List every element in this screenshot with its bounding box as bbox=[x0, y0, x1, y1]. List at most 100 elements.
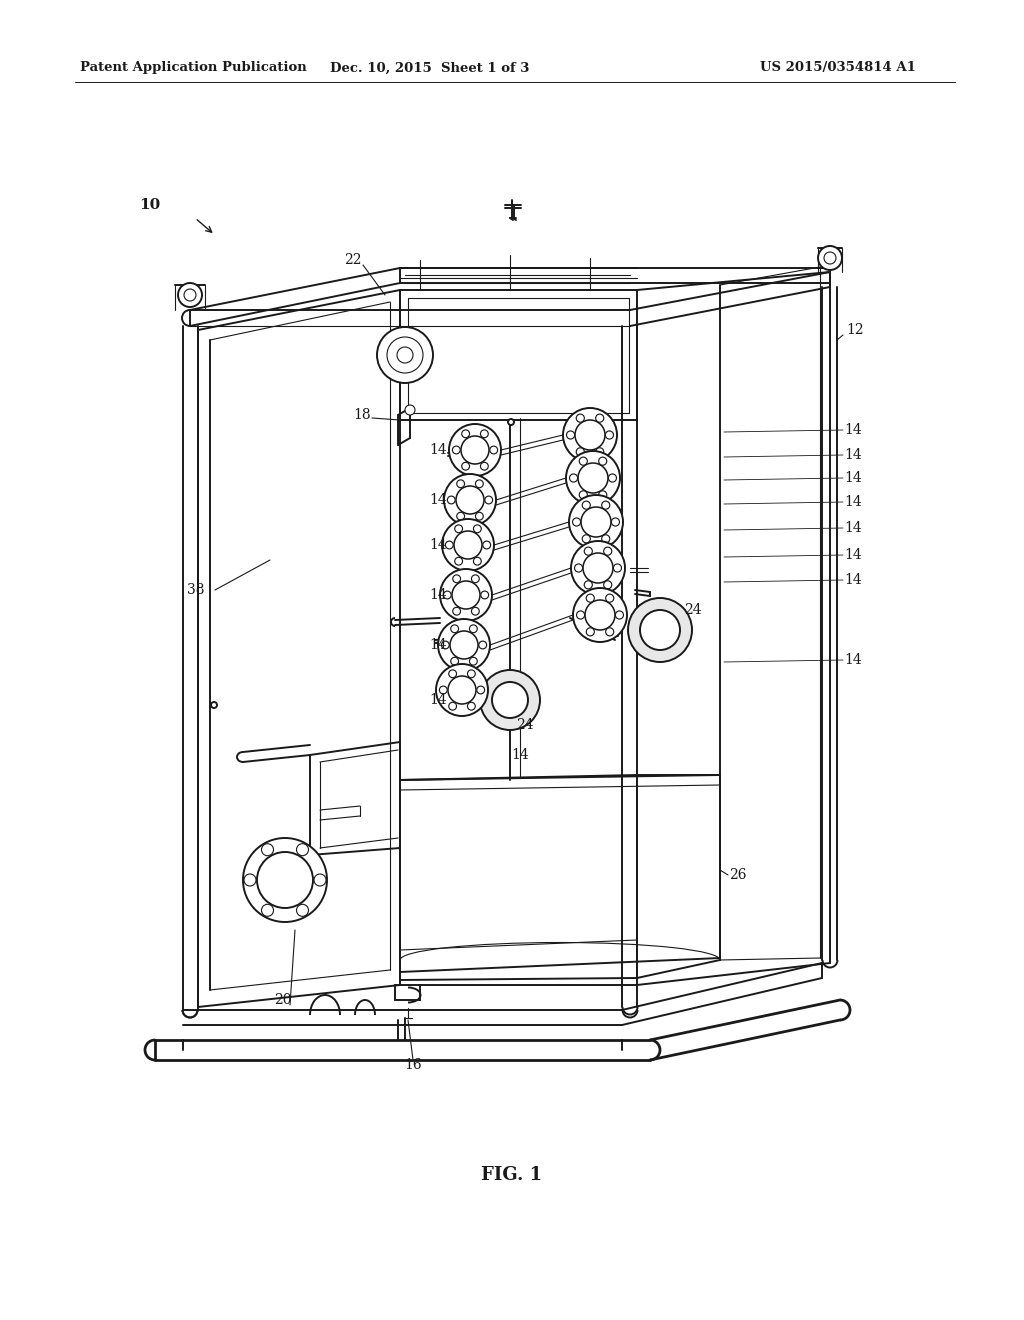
Circle shape bbox=[599, 491, 607, 499]
Circle shape bbox=[577, 611, 585, 619]
Circle shape bbox=[449, 702, 457, 710]
Circle shape bbox=[314, 874, 326, 886]
Circle shape bbox=[450, 631, 478, 659]
Circle shape bbox=[628, 598, 692, 663]
Circle shape bbox=[453, 607, 461, 615]
Text: 16: 16 bbox=[404, 1059, 422, 1072]
Circle shape bbox=[640, 610, 680, 649]
Circle shape bbox=[406, 405, 415, 414]
Circle shape bbox=[585, 601, 615, 630]
Circle shape bbox=[566, 430, 574, 440]
Circle shape bbox=[586, 628, 594, 636]
Circle shape bbox=[257, 851, 313, 908]
Circle shape bbox=[444, 474, 496, 525]
Circle shape bbox=[455, 525, 463, 533]
Circle shape bbox=[462, 430, 470, 438]
Circle shape bbox=[184, 289, 196, 301]
Circle shape bbox=[473, 525, 481, 533]
Circle shape bbox=[436, 664, 488, 715]
Circle shape bbox=[575, 420, 605, 450]
Circle shape bbox=[462, 462, 470, 470]
Circle shape bbox=[469, 657, 477, 665]
Circle shape bbox=[583, 502, 590, 510]
Circle shape bbox=[577, 447, 585, 455]
Circle shape bbox=[615, 611, 624, 619]
Circle shape bbox=[297, 843, 308, 855]
Circle shape bbox=[471, 607, 479, 615]
Circle shape bbox=[574, 564, 583, 572]
Circle shape bbox=[585, 581, 592, 589]
Circle shape bbox=[211, 702, 217, 708]
Circle shape bbox=[449, 676, 476, 704]
Text: 14: 14 bbox=[429, 539, 446, 552]
Circle shape bbox=[581, 507, 611, 537]
Text: 26: 26 bbox=[729, 869, 746, 882]
Circle shape bbox=[604, 546, 611, 556]
Circle shape bbox=[449, 669, 457, 677]
Circle shape bbox=[602, 535, 609, 543]
Circle shape bbox=[468, 669, 475, 677]
Circle shape bbox=[583, 553, 613, 583]
Text: 12: 12 bbox=[846, 323, 864, 337]
Circle shape bbox=[449, 424, 501, 477]
Circle shape bbox=[583, 535, 590, 543]
Circle shape bbox=[480, 462, 488, 470]
Text: 14: 14 bbox=[844, 495, 862, 510]
Text: 10: 10 bbox=[138, 198, 160, 213]
Circle shape bbox=[492, 682, 528, 718]
Text: 14: 14 bbox=[844, 573, 862, 587]
Circle shape bbox=[454, 531, 482, 558]
Circle shape bbox=[578, 463, 608, 492]
Circle shape bbox=[611, 517, 620, 527]
Circle shape bbox=[243, 838, 327, 921]
Circle shape bbox=[489, 446, 498, 454]
Circle shape bbox=[461, 436, 489, 465]
Circle shape bbox=[596, 447, 604, 455]
Circle shape bbox=[569, 474, 578, 482]
Text: 14: 14 bbox=[429, 638, 446, 652]
Circle shape bbox=[453, 446, 460, 454]
Circle shape bbox=[580, 457, 588, 465]
Text: 14: 14 bbox=[511, 748, 528, 762]
Circle shape bbox=[824, 252, 836, 264]
Text: 14: 14 bbox=[844, 521, 862, 535]
Text: 24: 24 bbox=[684, 603, 701, 616]
Circle shape bbox=[387, 337, 423, 374]
Circle shape bbox=[244, 874, 256, 886]
Circle shape bbox=[477, 686, 484, 694]
Circle shape bbox=[457, 512, 465, 520]
Circle shape bbox=[261, 843, 273, 855]
Circle shape bbox=[480, 430, 488, 438]
Text: 14: 14 bbox=[844, 471, 862, 484]
Circle shape bbox=[377, 327, 433, 383]
Circle shape bbox=[481, 591, 488, 599]
Text: 14: 14 bbox=[844, 447, 862, 462]
Circle shape bbox=[605, 628, 613, 636]
Circle shape bbox=[475, 512, 483, 520]
Text: 38: 38 bbox=[187, 583, 205, 597]
Circle shape bbox=[479, 642, 486, 649]
Circle shape bbox=[440, 569, 492, 620]
Circle shape bbox=[563, 408, 617, 462]
Circle shape bbox=[441, 642, 450, 649]
Circle shape bbox=[613, 564, 622, 572]
Circle shape bbox=[571, 541, 625, 595]
Circle shape bbox=[605, 594, 613, 602]
Circle shape bbox=[455, 557, 463, 565]
Circle shape bbox=[586, 594, 594, 602]
Circle shape bbox=[483, 541, 490, 549]
Circle shape bbox=[596, 414, 604, 422]
Circle shape bbox=[508, 418, 514, 425]
Circle shape bbox=[469, 624, 477, 632]
Circle shape bbox=[397, 347, 413, 363]
Text: Patent Application Publication: Patent Application Publication bbox=[80, 62, 307, 74]
Circle shape bbox=[471, 576, 479, 582]
Text: 22: 22 bbox=[344, 253, 361, 267]
Circle shape bbox=[573, 587, 627, 642]
Circle shape bbox=[445, 541, 454, 549]
Circle shape bbox=[453, 576, 461, 582]
Text: 14: 14 bbox=[844, 548, 862, 562]
Text: 14: 14 bbox=[429, 693, 446, 708]
Circle shape bbox=[447, 496, 456, 504]
Circle shape bbox=[451, 657, 459, 665]
